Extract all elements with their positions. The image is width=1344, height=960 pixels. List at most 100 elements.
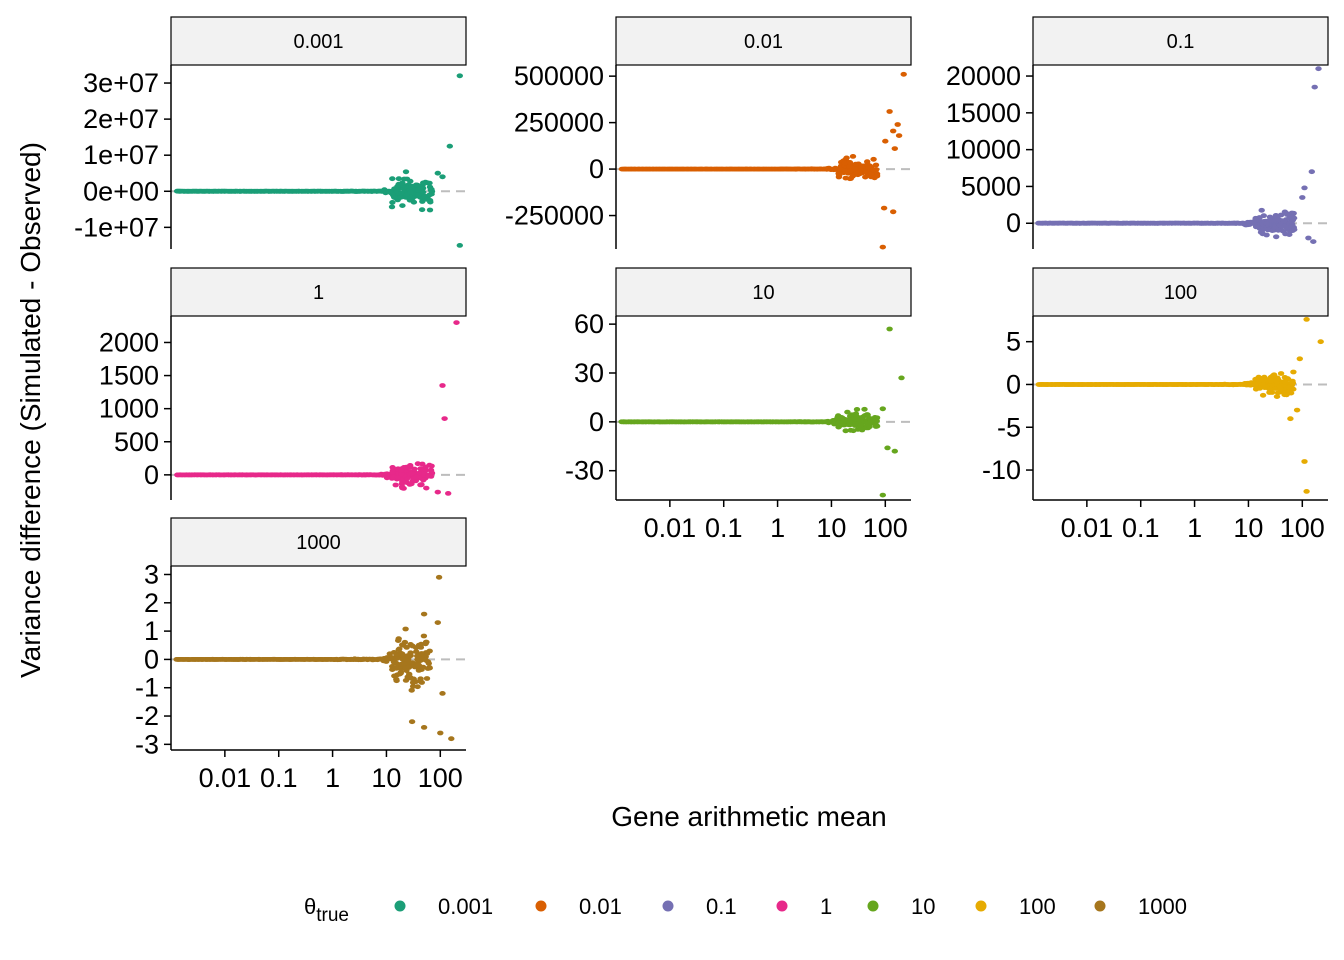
x-tick-label: 0.01 [644,513,697,543]
legend-label: 1000 [1138,894,1187,919]
y-tick-label: 250000 [514,108,604,138]
data-point [859,414,866,420]
data-point [1290,210,1297,216]
data-point [391,673,398,679]
y-tick-label: 60 [574,309,604,339]
data-point [864,159,871,165]
data-point [1282,231,1289,237]
data-point [420,477,427,483]
data-point [866,424,873,430]
data-point [394,475,401,480]
legend-label: 10 [911,894,935,919]
data-point [453,320,460,325]
data-point [1291,227,1298,233]
data-point [427,187,434,193]
legend-label: 1 [820,894,832,919]
legend-label: 100 [1019,894,1056,919]
legend-label: 0.1 [706,894,737,919]
data-point [1285,384,1293,390]
legend-key [535,900,547,912]
data-point [422,657,429,663]
legend: θtrue 0.001 0.01 0.1 1 10 100 1000 [304,894,1187,926]
data-point [1281,392,1288,398]
x-tick-label: 0.01 [1061,513,1114,543]
data-point [879,492,886,498]
data-point [389,664,396,669]
data-point [1289,222,1296,227]
data-point [890,128,897,134]
data-point [870,167,877,173]
data-points [173,73,463,248]
data-point [409,684,417,689]
data-point [891,146,898,152]
data-point [423,651,431,656]
data-point [1273,394,1281,399]
y-tick-label: -250000 [505,201,604,231]
x-tick-label: 100 [1280,513,1325,543]
data-point [873,422,880,428]
data-point [408,687,415,693]
x-tick-label: 0.1 [705,513,743,543]
x-tick-label: 10 [371,763,401,793]
data-point [388,204,396,210]
y-tick-label: 1e+07 [83,140,159,170]
data-point [846,160,854,165]
y-tick-label: 500000 [514,61,604,91]
data-point [439,383,446,388]
data-point [1273,234,1280,240]
legend-key [394,900,406,912]
data-point [399,642,406,648]
data-point [844,409,851,415]
data-point [1272,386,1279,391]
y-tick-label: 3e+07 [83,68,159,98]
data-point [1274,390,1282,396]
x-tick-label: 100 [863,513,908,543]
data-point [1301,459,1308,464]
data-point [894,122,901,127]
data-point [882,138,889,144]
facet-strip [170,16,467,66]
data-point [456,243,463,248]
data-point [418,207,426,213]
facet-strip [1032,16,1329,66]
data-point [843,155,850,161]
data-point [834,415,842,421]
facet-strip-label: 0.001 [293,31,343,53]
legend-title: θtrue [304,894,349,926]
legend-label: 0.001 [438,894,493,919]
y-tick-label: 30 [574,358,604,388]
data-point [446,143,453,149]
facet-panel: 10 -30 0 30 60 0.01 0.1 1 10 100 [565,267,912,543]
data-point [413,649,420,655]
data-point [1288,214,1295,220]
data-point [420,180,427,186]
data-point [441,416,448,421]
data-point [837,421,844,427]
data-point [399,657,406,662]
legend-key [975,900,987,912]
data-point [857,422,864,428]
data-point [390,659,398,665]
data-point [1252,376,1259,382]
data-point [1303,489,1310,494]
data-point [409,680,417,685]
data-point [420,611,428,617]
data-point [873,415,881,421]
data-point [408,471,415,476]
data-point [435,574,443,580]
data-point [1252,382,1259,387]
facet-strip [615,267,912,317]
y-tick-label: 0 [1006,208,1021,238]
legend-key [776,900,788,912]
data-point [852,161,859,167]
data-point [417,645,425,650]
facet-strip-label: 0.01 [744,31,783,53]
legend-key [662,900,674,912]
facet-panel: 0.001 -1e+07 0e+00 1e+07 2e+07 3e+07 [74,16,467,249]
data-point [1263,221,1271,226]
data-point [437,730,444,736]
data-point [399,478,406,484]
y-tick-label: 2 [144,588,159,618]
data-point [1308,169,1316,175]
